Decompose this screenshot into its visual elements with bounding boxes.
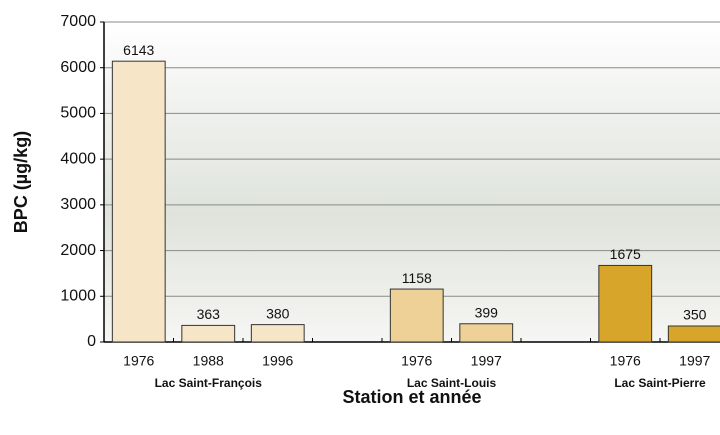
x-tick-label: 1976 xyxy=(401,353,432,369)
y-tick-label: 7000 xyxy=(60,13,96,30)
x-tick-label: 1988 xyxy=(193,353,224,369)
y-tick-label: 3000 xyxy=(60,196,96,213)
x-tick-label: 1976 xyxy=(123,353,154,369)
bar xyxy=(599,265,652,342)
x-tick-label: 1976 xyxy=(610,353,641,369)
value-label: 6143 xyxy=(123,42,154,58)
group-label: Lac Saint-Louis xyxy=(407,376,497,390)
x-tick-label: 1996 xyxy=(262,353,293,369)
chart: BPC (µg/kg) Station et année 01000200030… xyxy=(0,0,720,435)
bar xyxy=(182,325,235,342)
y-tick-label: 4000 xyxy=(60,150,96,167)
y-tick-label: 6000 xyxy=(60,59,96,76)
value-label: 399 xyxy=(475,304,499,320)
y-tick-label: 0 xyxy=(87,333,96,350)
y-tick-label: 5000 xyxy=(60,105,96,122)
group-label: Lac Saint-François xyxy=(155,376,263,390)
bar xyxy=(112,61,165,342)
value-label: 1158 xyxy=(402,270,432,286)
y-axis-title: BPC (µg/kg) xyxy=(11,131,31,233)
y-tick-label: 1000 xyxy=(60,288,96,305)
value-label: 363 xyxy=(197,306,221,322)
group-label: Lac Saint-Pierre xyxy=(614,376,706,390)
bar xyxy=(460,324,513,342)
y-tick-label: 2000 xyxy=(60,242,96,259)
bar xyxy=(668,326,720,342)
value-label: 350 xyxy=(683,307,707,323)
bar xyxy=(390,289,443,342)
x-tick-label: 1997 xyxy=(679,353,710,369)
value-label: 380 xyxy=(266,305,290,321)
x-tick-label: 1997 xyxy=(471,353,502,369)
bar xyxy=(251,325,304,342)
value-label: 1675 xyxy=(610,246,641,262)
